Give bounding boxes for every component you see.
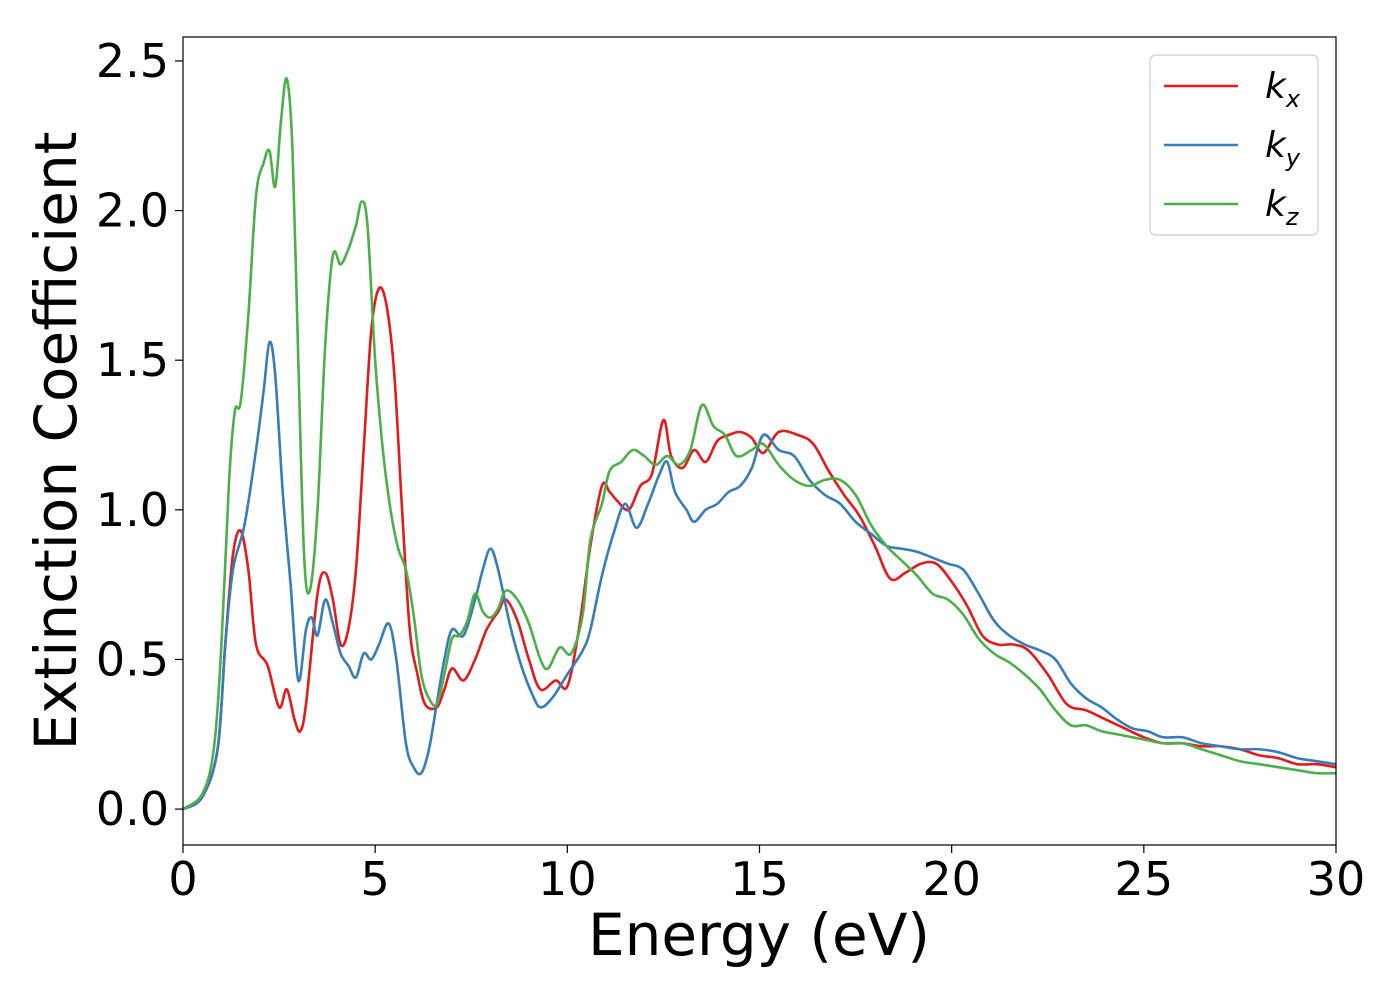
y-tick-label: 0.0 (96, 782, 169, 836)
y-tick-label: 1.5 (96, 333, 169, 387)
series-layer (183, 77, 1336, 811)
x-tick-label: 20 (922, 852, 981, 906)
series-line-kz (183, 77, 1336, 811)
x-tick-label: 15 (730, 852, 789, 906)
y-axis-label: Extinction Coefficient (22, 132, 90, 751)
x-tick-label: 25 (1115, 852, 1174, 906)
series-line-kx (183, 286, 1336, 811)
y-tick-label: 0.5 (96, 632, 169, 686)
y-tick-label: 2.0 (96, 184, 169, 238)
x-tick-label: 0 (168, 852, 197, 906)
series-line-ky (183, 340, 1336, 811)
y-tick-label: 2.5 (96, 34, 169, 88)
x-axis-label: Energy (eV) (588, 901, 930, 969)
y-tick-label: 1.0 (96, 483, 169, 537)
x-tick-label: 10 (538, 852, 597, 906)
x-tick-label: 5 (361, 852, 390, 906)
x-tick-label: 30 (1307, 852, 1366, 906)
x-axis: 0 5 10 15 20 25 30 (168, 845, 1365, 906)
y-axis: 0.0 0.5 1.0 1.5 2.0 2.5 (96, 34, 183, 836)
